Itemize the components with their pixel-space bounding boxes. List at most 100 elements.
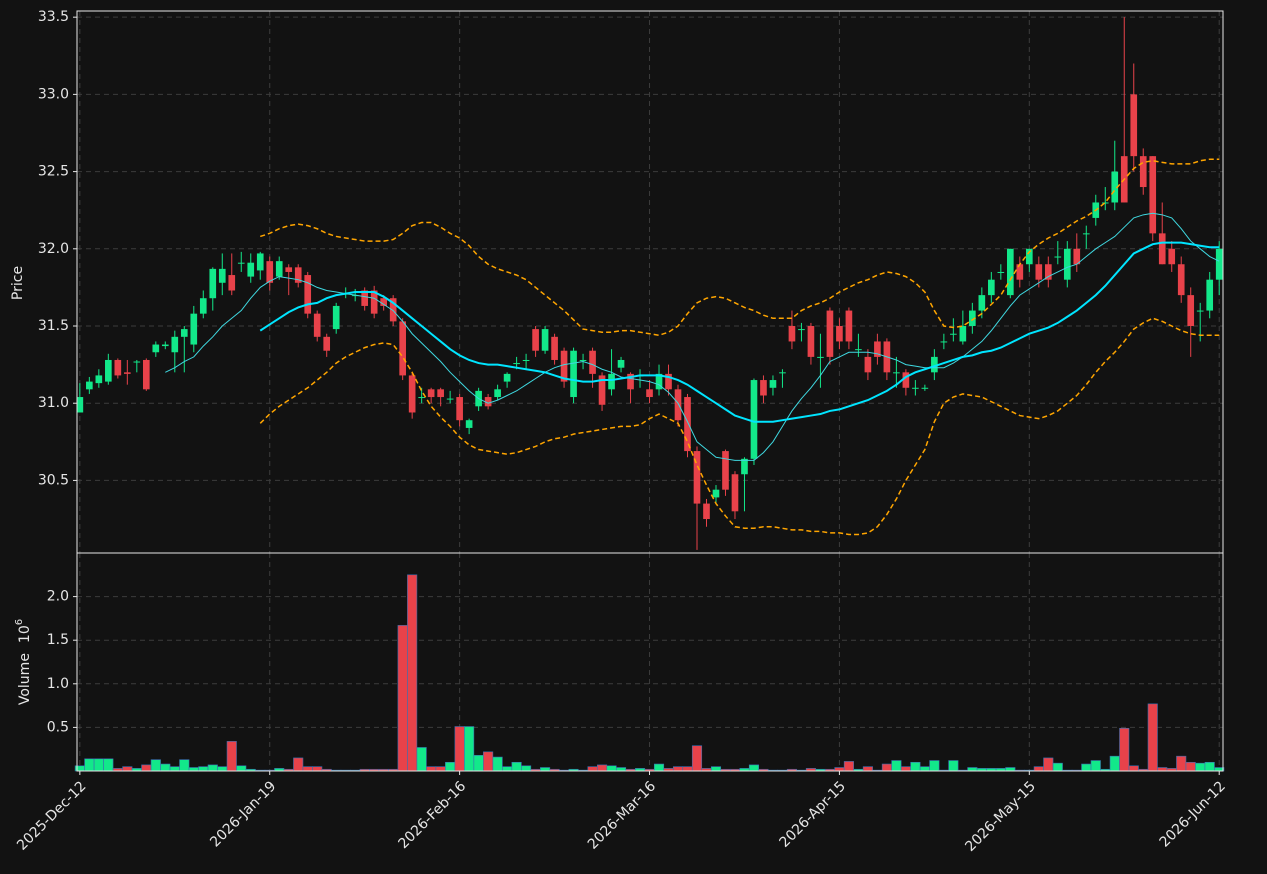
volume-bar: [1090, 760, 1101, 772]
volume-bar: [160, 763, 171, 772]
y-tick-label: 0.5: [47, 719, 69, 735]
candle-body: [237, 262, 245, 264]
candle-body: [1149, 156, 1157, 234]
candle-body: [285, 267, 293, 272]
volume-bar: [293, 757, 304, 772]
candle-body: [142, 359, 150, 390]
volume-bar: [881, 763, 892, 772]
candle-body: [209, 268, 217, 299]
candle-body: [665, 373, 672, 390]
line: [165, 212, 1220, 461]
candle-body: [1168, 248, 1176, 265]
volume-bar: [1157, 767, 1168, 772]
candle-body: [788, 326, 796, 342]
candle-body: [95, 375, 103, 384]
volume-bar: [93, 758, 104, 772]
marks: [74, 17, 1225, 772]
y-tick-label: 30.5: [38, 472, 69, 488]
candle-body: [522, 359, 530, 361]
volume-bar: [464, 726, 475, 772]
candle-body: [161, 344, 169, 347]
volume-bar: [910, 761, 921, 772]
volume-bar: [1052, 762, 1063, 772]
volume-bar: [1128, 765, 1139, 772]
volume-bar: [1204, 761, 1215, 772]
volume-bar: [843, 761, 854, 772]
candle-body: [437, 389, 444, 398]
volume-bar: [891, 760, 902, 772]
candle-body: [1215, 248, 1223, 280]
candle-body: [105, 359, 112, 382]
volume-bar: [862, 766, 873, 772]
volume-bar: [312, 766, 323, 772]
volume-bar: [416, 747, 427, 772]
candle-body: [228, 275, 236, 291]
candle-body: [427, 389, 435, 398]
candle-body: [1073, 248, 1081, 265]
y-tick-label: 32.0: [38, 241, 69, 257]
y-tick-label: 31.5: [38, 318, 69, 334]
candle-body: [969, 310, 976, 327]
candle-body: [741, 458, 748, 475]
candle-body: [836, 326, 843, 342]
volume-bar: [188, 767, 199, 772]
candle-body: [579, 359, 587, 361]
candle-body: [323, 336, 331, 351]
candle-body: [76, 397, 84, 413]
candle-body: [674, 389, 682, 421]
candle-body: [750, 380, 758, 459]
candle-body: [950, 333, 957, 335]
candle-body: [86, 381, 93, 390]
candle-body: [912, 387, 919, 389]
candle-body: [1187, 295, 1195, 327]
volume-bar: [122, 766, 133, 772]
candle-body: [978, 295, 986, 311]
volume-bar: [1033, 766, 1044, 772]
volume-bar: [606, 765, 617, 772]
candle-body: [712, 489, 720, 498]
line: [259, 317, 1220, 536]
candle-body: [722, 451, 729, 490]
candle-body: [1082, 233, 1090, 235]
candle-body: [171, 336, 179, 353]
y-tick-label: 31.0: [38, 395, 69, 411]
volume-bar: [103, 758, 114, 772]
volume-bar: [710, 766, 722, 772]
candle-body: [693, 451, 701, 504]
candle-body: [275, 261, 283, 277]
candle-body: [1196, 310, 1204, 312]
candle-body: [541, 329, 549, 351]
volume-bar: [84, 758, 95, 772]
candle-body: [494, 389, 501, 398]
volume-bar: [217, 766, 228, 772]
candle-body: [294, 267, 302, 283]
line: [259, 241, 1220, 423]
candle-body: [266, 261, 274, 283]
candle-body: [133, 361, 141, 363]
candle-body: [893, 372, 900, 374]
volume-bar: [1081, 763, 1092, 772]
volume-bar: [691, 745, 703, 772]
candle-body: [627, 373, 634, 390]
volume-bar: [967, 767, 978, 772]
volume-bar: [1185, 761, 1196, 772]
candle-body: [1130, 94, 1138, 157]
volume-bar: [407, 574, 418, 772]
candle-body: [703, 503, 710, 520]
volume-bar: [587, 766, 598, 772]
volume-bar: [929, 760, 940, 772]
volume-bar: [492, 756, 503, 772]
candle-body: [1025, 248, 1033, 265]
offset-exponent: 6: [14, 619, 25, 625]
candle-body: [1177, 264, 1185, 296]
candle-body: [418, 397, 425, 399]
candle-body: [152, 344, 160, 353]
volume-bar: [1147, 703, 1158, 772]
candle-body: [921, 387, 929, 389]
volume-bar: [1119, 727, 1130, 772]
y-tick-label: 33.0: [38, 86, 69, 102]
volume-bar: [615, 767, 627, 772]
candle-body: [570, 350, 577, 398]
y-tick-label: 33.5: [38, 9, 69, 25]
candle-body: [1101, 202, 1109, 204]
